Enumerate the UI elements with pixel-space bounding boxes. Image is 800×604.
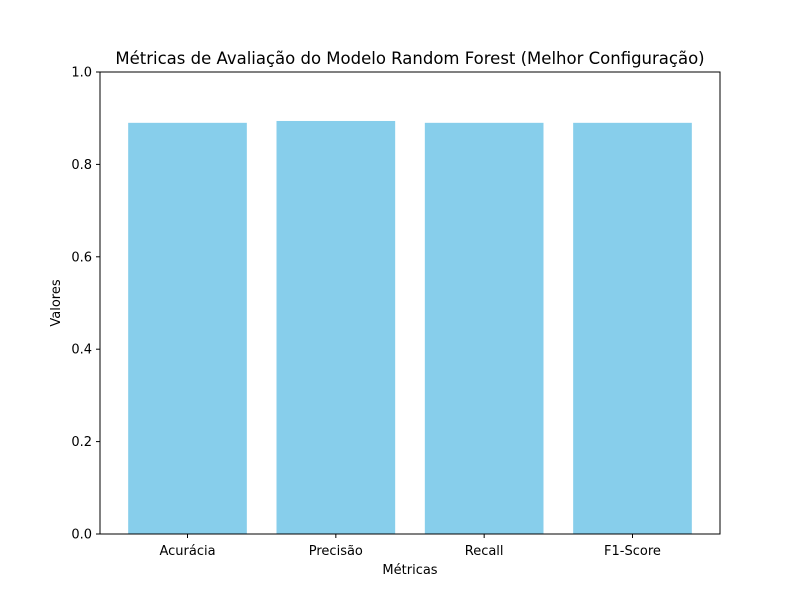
bar-acur-cia [128, 122, 247, 534]
bars-layer [128, 120, 692, 535]
plot-area-frame [99, 71, 721, 535]
x-axis: Acurácia Precisão Recall F1-Score [159, 534, 661, 559]
y-axis-label: Valores [49, 279, 64, 326]
y-tick-label: 0.0 [71, 528, 92, 543]
bar-precis-o [276, 120, 396, 535]
x-axis-label: Métricas [382, 563, 437, 578]
bar-recall [424, 122, 544, 534]
y-tick-label: 0.4 [71, 343, 92, 358]
chart-title: Métricas de Avaliação do Modelo Random F… [115, 49, 704, 68]
x-tick-label: Precisão [309, 544, 363, 559]
y-axis: 0.0 0.2 0.4 0.6 0.8 1.0 [71, 66, 100, 543]
y-tick-label: 1.0 [71, 66, 92, 81]
y-tick-label: 0.2 [71, 435, 92, 450]
x-tick-label: F1-Score [604, 544, 661, 559]
x-tick-label: Recall [465, 544, 504, 559]
y-tick-label: 0.6 [71, 250, 92, 265]
x-tick-label: Acurácia [159, 544, 215, 559]
y-tick-label: 0.8 [71, 158, 92, 173]
bar-f1-score [573, 122, 692, 534]
